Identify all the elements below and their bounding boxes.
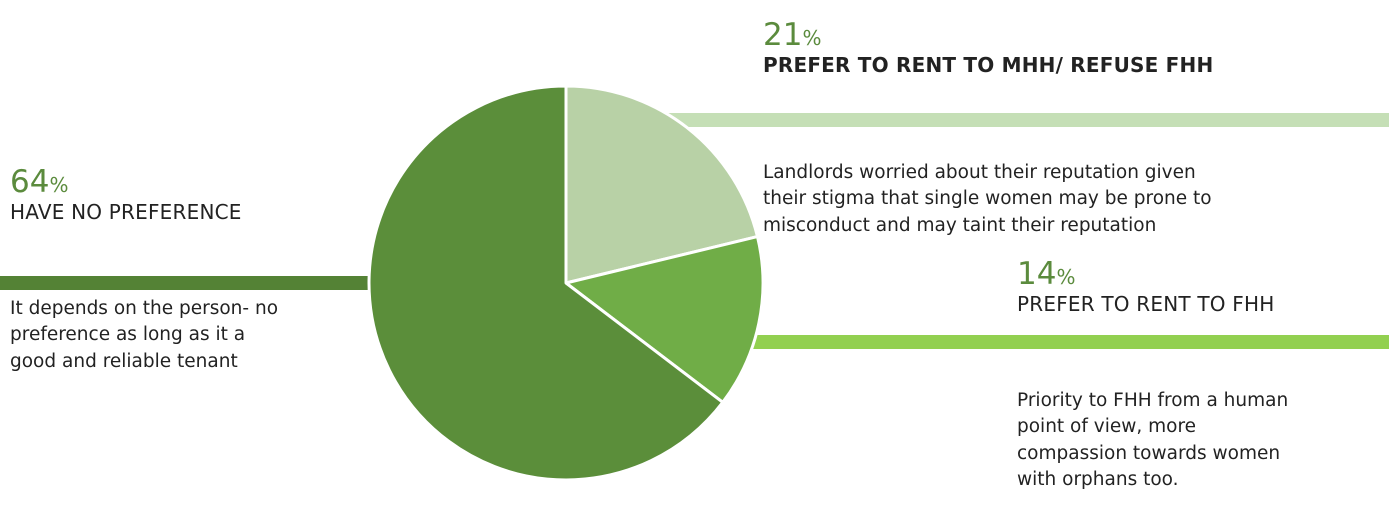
mhh-desc-line: Landlords worried about their reputation… — [763, 162, 1196, 183]
none-percent: 64% — [10, 165, 242, 199]
none-heading: HAVE NO PREFERENCE — [10, 200, 242, 225]
none-percent-sign: % — [49, 173, 69, 197]
fhh-heading: PREFER TO RENT TO FHH — [1017, 292, 1275, 317]
none-desc-line: It depends on the person- no — [10, 298, 279, 319]
label-fhh: 14% PREFER TO RENT TO FHH — [1017, 257, 1274, 317]
none-percent-value: 64 — [10, 164, 50, 200]
none-description: It depends on the person- no preference … — [10, 296, 278, 375]
mhh-desc-line: their stigma that single women may be pr… — [763, 188, 1212, 210]
fhh-description: Priority to FHH from a human point of vi… — [1017, 388, 1288, 493]
none-desc-line: good and reliable tenant — [10, 350, 238, 372]
mhh-percent-sign: % — [802, 26, 822, 50]
mhh-heading: PREFER TO RENT TO MHH/ REFUSE FHH — [763, 53, 1214, 78]
callout-bar-fhh — [748, 335, 1389, 349]
fhh-percent: 14% — [1017, 257, 1274, 291]
fhh-desc-line: point of view, more — [1017, 416, 1197, 438]
mhh-desc-line: misconduct and may taint their reputatio… — [763, 214, 1157, 236]
pie-slice-2 — [564, 235, 765, 404]
pie-slice-1 — [564, 84, 759, 285]
mhh-description: Landlords worried about their reputation… — [763, 160, 1212, 239]
mhh-percent-value: 21 — [763, 17, 803, 53]
label-none: 64% HAVE NO PREFERENCE — [10, 165, 242, 225]
fhh-percent-sign: % — [1056, 265, 1076, 289]
fhh-desc-line: Priority to FHH from a human — [1017, 390, 1289, 411]
pie-slice-3 — [367, 84, 725, 482]
callout-bar-none — [0, 276, 370, 290]
none-desc-line: preference as long as it a — [10, 324, 246, 346]
fhh-percent-value: 14 — [1017, 256, 1057, 292]
mhh-percent: 21% — [763, 18, 1213, 52]
fhh-desc-line: with orphans too. — [1017, 468, 1179, 490]
label-mhh: 21% PREFER TO RENT TO MHH/ REFUSE FHH — [763, 18, 1213, 78]
fhh-desc-line: compassion towards women — [1017, 442, 1281, 464]
callout-bar-mhh — [664, 113, 1389, 127]
